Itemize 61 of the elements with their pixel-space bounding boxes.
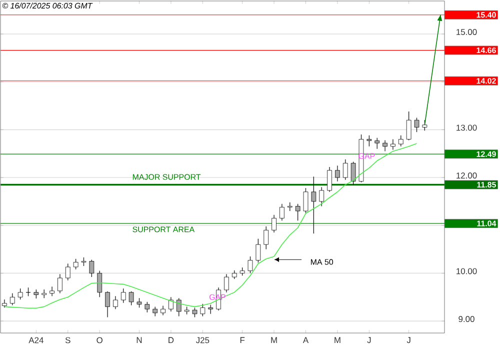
x-tick-label: O	[96, 337, 102, 344]
candlestick	[113, 296, 118, 310]
x-tick-label: J	[406, 337, 410, 344]
x-tick-label: A	[302, 337, 309, 344]
y-tick-label: 9.00	[458, 316, 474, 322]
candlestick	[89, 260, 94, 278]
x-tick-label: J25	[196, 337, 210, 344]
y-tick-label: 12.00	[456, 172, 477, 179]
x-tick-label: A24	[28, 337, 44, 344]
candlestick	[136, 298, 142, 308]
x-tick-label: M	[334, 337, 340, 344]
x-tick-label: F	[240, 337, 245, 344]
candlestick	[168, 296, 174, 312]
candlestick	[120, 288, 126, 304]
candlestick	[398, 135, 404, 147]
x-tick-label: S	[65, 337, 70, 344]
y-tick-label: 13.00	[456, 124, 477, 131]
candlestick	[382, 140, 388, 152]
candlestick	[160, 305, 166, 316]
candlestick	[176, 298, 182, 317]
candlestick	[58, 274, 62, 294]
candlestick	[280, 204, 284, 221]
candlestick	[224, 274, 229, 293]
x-tick-label: M	[271, 337, 277, 344]
candlestick	[73, 258, 78, 270]
candlestick	[295, 204, 300, 221]
candlestick	[272, 214, 276, 233]
x-tick-label: J	[367, 337, 371, 344]
candlestick	[34, 289, 39, 299]
candlestick	[319, 186, 324, 207]
x-tick-label: N	[136, 337, 142, 344]
y-tick-label: 15.00	[456, 29, 477, 35]
candlestick	[200, 304, 206, 317]
candlestick	[192, 307, 198, 318]
candlestick	[414, 117, 420, 132]
candlestick	[10, 292, 15, 306]
candlestick	[2, 299, 7, 308]
candlestick	[65, 263, 70, 281]
candlestick	[256, 238, 261, 263]
candlestick	[144, 302, 150, 313]
candlestick	[152, 306, 158, 317]
candlestick	[350, 161, 356, 185]
candlestick	[50, 286, 54, 296]
x-tick-label: D	[168, 337, 174, 344]
candlestick	[303, 188, 308, 214]
candlestick	[18, 288, 23, 300]
candlestick	[374, 138, 380, 150]
candlestick	[97, 270, 102, 298]
candlestick	[311, 176, 316, 234]
candlestick	[128, 291, 134, 306]
candlestick	[208, 304, 214, 314]
candlestick	[335, 165, 340, 182]
candlestick	[342, 159, 348, 180]
candlestick	[105, 291, 110, 318]
candlestick	[248, 256, 253, 274]
candlestick	[327, 166, 332, 192]
candlestick	[390, 138, 396, 150]
candlestick	[366, 135, 372, 147]
candlestick	[406, 111, 412, 141]
y-tick-label: 10.00	[456, 268, 477, 274]
candlestick	[264, 226, 269, 250]
